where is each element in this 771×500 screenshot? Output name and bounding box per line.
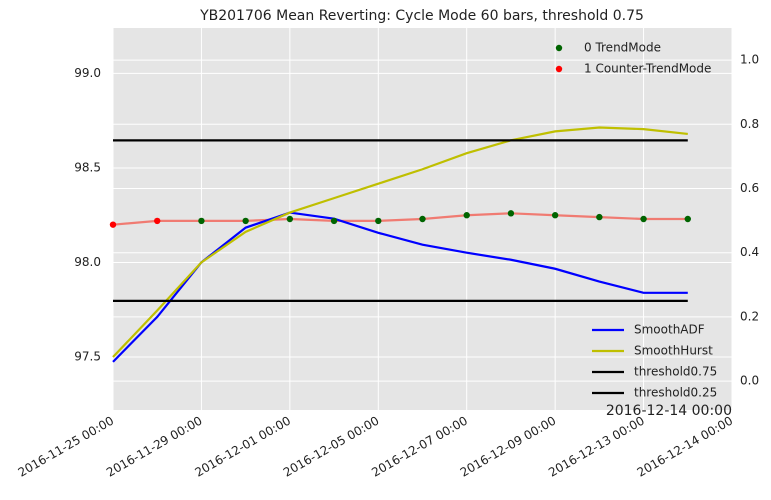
x-tick-label: 2016-12-01 00:00 <box>192 414 293 480</box>
price-marker <box>286 215 294 223</box>
legend-label: threshold0.25 <box>634 386 717 400</box>
x-tick-label: 2016-12-13 00:00 <box>546 414 647 480</box>
price-marker <box>463 212 470 219</box>
y2-tick-label: 0.8 <box>740 117 759 131</box>
y-tick-label: 98.0 <box>74 255 101 269</box>
y2-tick-label: 0.0 <box>740 374 759 388</box>
series-line <box>112 126 688 358</box>
x-tick-label: 2016-12-07 00:00 <box>369 414 470 480</box>
y2-tick-label: 0.4 <box>740 245 759 259</box>
price-marker <box>375 217 382 225</box>
y2-tick-label: 0.6 <box>740 181 759 195</box>
price-line <box>112 212 688 226</box>
chart-title: YB201706 Mean Reverting: Cycle Mode 60 b… <box>199 8 644 24</box>
x-tick-label: 2016-12-05 00:00 <box>281 414 382 480</box>
price-marker <box>640 215 647 223</box>
price-marker <box>684 215 691 223</box>
x-tick-label: 2016-11-29 00:00 <box>104 414 205 480</box>
x-tick-label: 2016-12-14 00:00 <box>635 414 736 480</box>
price-marker <box>419 215 426 223</box>
price-marker <box>596 213 603 221</box>
y-tick-label: 98.5 <box>74 160 101 174</box>
legend-label: threshold0.75 <box>634 365 717 379</box>
legend-label: SmoothHurst <box>634 344 713 358</box>
legend-label: SmoothADF <box>634 323 705 337</box>
price-marker <box>242 217 249 225</box>
legend-label: 1 Counter-TrendMode <box>584 62 711 76</box>
y2-tick-label: 1.0 <box>740 53 759 67</box>
legend-marker <box>555 44 563 52</box>
price-marker <box>330 217 338 225</box>
price-marker <box>198 217 205 225</box>
price-marker <box>109 221 117 228</box>
y2-tick-label: 0.2 <box>740 309 759 323</box>
legend-marker <box>555 65 563 73</box>
y-tick-label: 99.0 <box>74 66 101 80</box>
price-marker <box>154 217 161 225</box>
x-tick-label: 2016-12-09 00:00 <box>458 414 559 480</box>
price-marker <box>507 210 515 217</box>
price-marker <box>551 212 559 219</box>
y-tick-label: 97.5 <box>74 350 101 364</box>
legend-label: 0 TrendMode <box>584 41 661 55</box>
x-tick-label: 2016-11-25 00:00 <box>16 414 117 480</box>
annotation: 2016-12-14 00:00 <box>606 403 732 419</box>
